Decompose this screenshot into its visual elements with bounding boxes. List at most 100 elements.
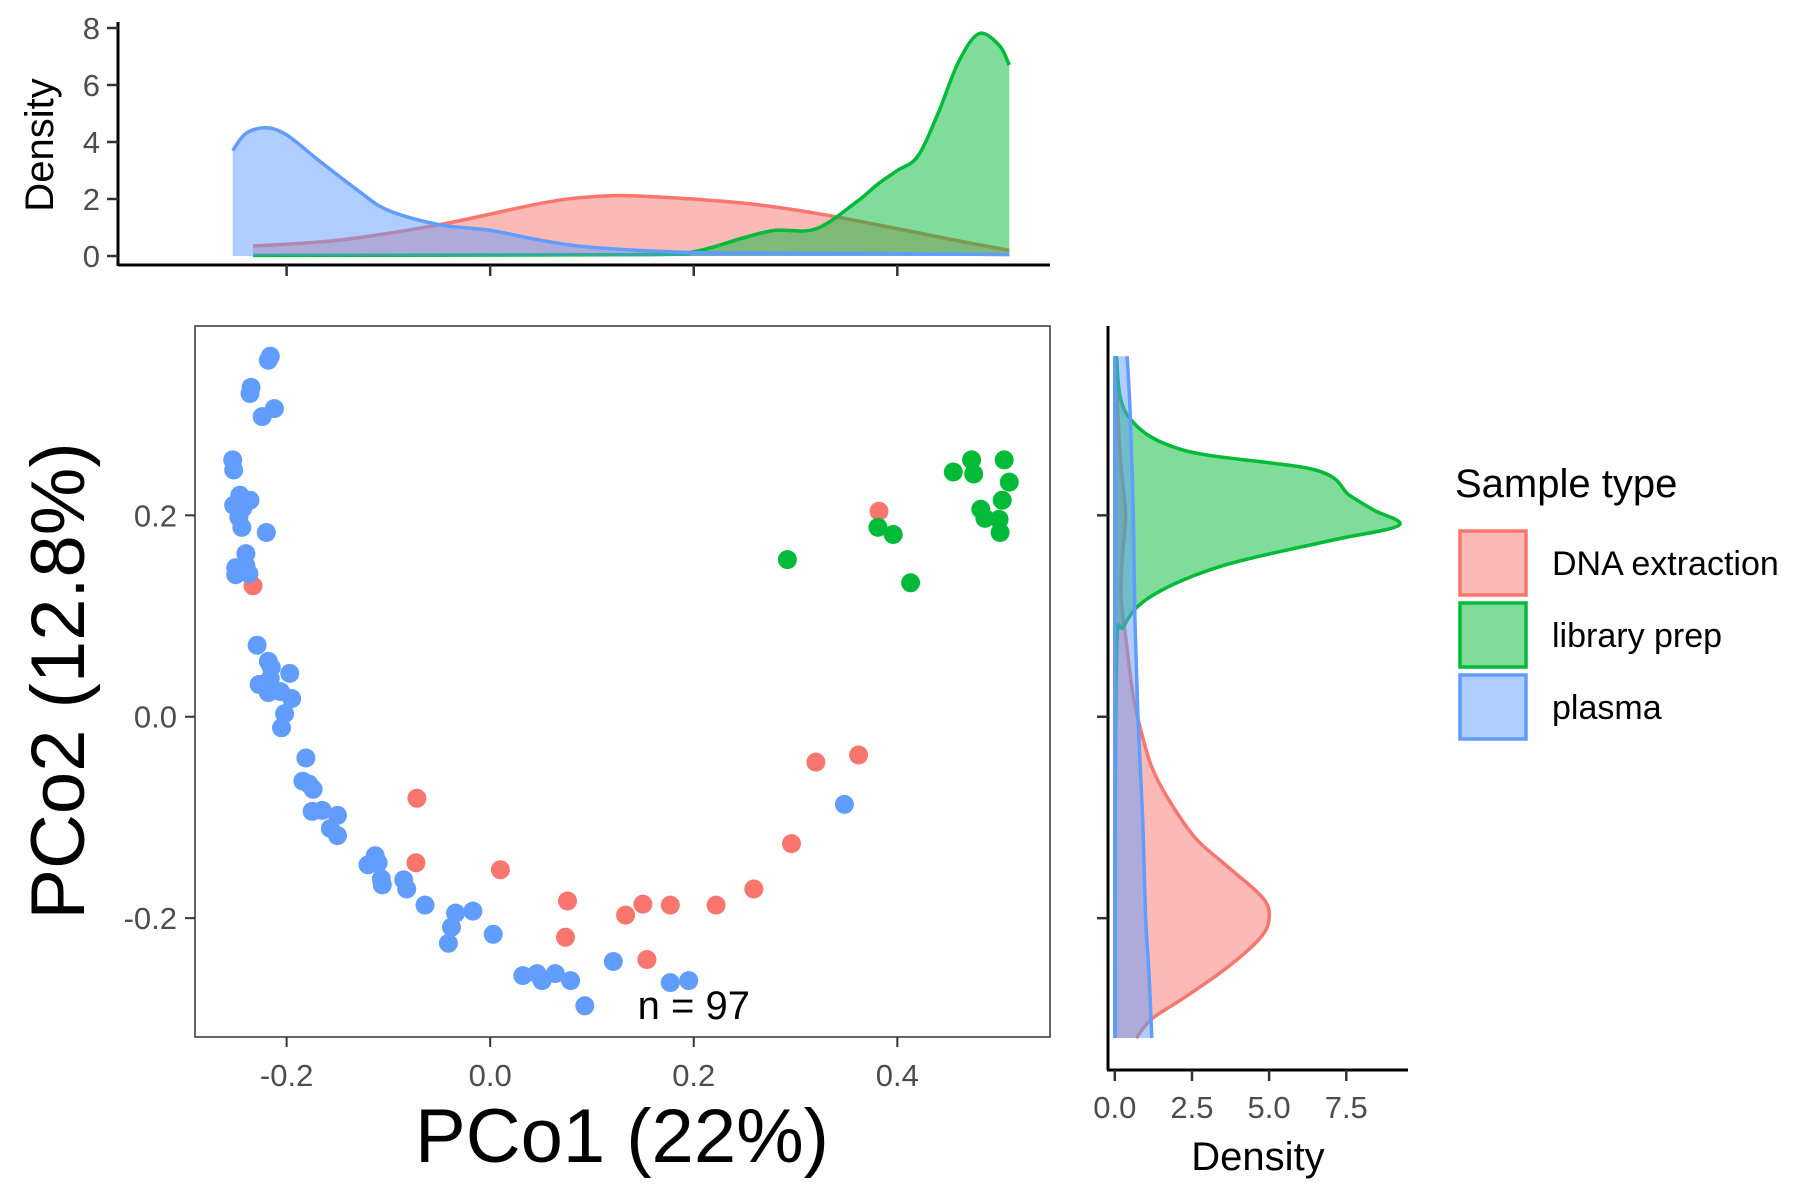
scatter-x-title: PCo1 (22%) <box>415 1094 829 1179</box>
point-plasma-56 <box>545 964 565 984</box>
right-density-x-tick-label: 0.0 <box>1093 1090 1136 1125</box>
right-density-panel: 0.0 2.5 5.0 7.5 Density <box>1093 326 1408 1179</box>
point-plasma-51 <box>438 933 458 953</box>
top-density-y-tick-label: 8 <box>83 11 100 46</box>
point-dna-extraction-4 <box>558 891 577 911</box>
sample-count-annotation: n = 97 <box>638 984 750 1028</box>
right-density-x-tick-label: 5.0 <box>1248 1090 1291 1125</box>
right-density-y-ticks <box>1097 514 1108 920</box>
point-plasma-28 <box>282 689 302 709</box>
point-plasma-58 <box>575 996 595 1016</box>
legend-title: Sample type <box>1455 462 1677 506</box>
point-plasma-42 <box>368 853 388 873</box>
point-library-prep-13 <box>999 472 1019 492</box>
legend-key-dna-extraction <box>1458 529 1528 597</box>
top-density-y-ticks: 0 2 4 6 8 <box>83 11 118 274</box>
point-library-prep-11 <box>992 490 1012 510</box>
point-plasma-53 <box>513 966 533 986</box>
right-density-x-tick-label: 2.5 <box>1170 1090 1213 1125</box>
point-library-prep-4 <box>943 462 963 482</box>
point-plasma-44 <box>372 875 392 895</box>
point-plasma-5 <box>252 407 272 427</box>
scatter-x-tick-label: 0.2 <box>672 1058 715 1093</box>
point-plasma-57 <box>561 971 581 991</box>
point-library-prep-8 <box>975 508 995 528</box>
point-plasma-46 <box>397 879 417 899</box>
point-library-prep-5 <box>962 450 982 470</box>
point-plasma-52 <box>483 924 503 944</box>
point-library-prep-10 <box>990 523 1010 542</box>
right-density-line-plasma <box>1113 356 1154 1039</box>
point-plasma-20 <box>247 635 267 655</box>
point-dna-extraction-1 <box>407 788 427 808</box>
legend-items: DNA extraction library prep plasma <box>1458 529 1779 741</box>
point-plasma-3 <box>240 384 260 403</box>
point-plasma-36 <box>312 800 332 820</box>
right-density-area-dna-extraction <box>1114 356 1270 1038</box>
point-plasma-47 <box>415 895 435 915</box>
point-dna-extraction-7 <box>633 894 653 914</box>
legend-label-dna-extraction: DNA extraction <box>1552 545 1779 583</box>
point-dna-extraction-15 <box>869 501 889 521</box>
legend-key-plasma <box>1458 673 1528 741</box>
right-density-x-ticks: 0.0 2.5 5.0 7.5 <box>1093 1070 1368 1125</box>
scatter-x-tick-label: -0.2 <box>260 1058 313 1093</box>
point-plasma-1 <box>258 350 278 370</box>
scatter-y-tick-label: 0.0 <box>134 700 177 735</box>
top-density-x-ticks <box>285 265 899 276</box>
point-plasma-61 <box>679 971 699 991</box>
point-plasma-31 <box>296 748 316 768</box>
point-plasma-39 <box>328 826 347 846</box>
legend: Sample type DNA extraction library prep pl… <box>1455 462 1779 741</box>
point-dna-extraction-6 <box>616 905 636 925</box>
point-dna-extraction-12 <box>782 834 801 854</box>
top-density-area-plasma <box>232 127 1010 257</box>
point-plasma-13 <box>232 517 252 537</box>
top-density-area-library-prep <box>253 33 1010 257</box>
scatter-y-ticks: -0.2 0.0 0.2 <box>124 498 195 936</box>
top-density-y-tick-label: 4 <box>83 125 100 160</box>
top-density-y-tick-label: 0 <box>83 239 100 274</box>
scatter-x-tick-label: 0.0 <box>469 1058 512 1093</box>
point-plasma-7 <box>224 460 244 480</box>
scatter-panel: n = 97 -0.2 0.0 0.2 0.4 -0.2 0.0 0.2 PCo1 (22… <box>16 325 1051 1179</box>
top-density-y-tick-label: 2 <box>83 182 100 217</box>
top-density-curves <box>231 31 1011 258</box>
right-density-area-library-prep <box>1114 356 1401 1038</box>
point-plasma-49 <box>463 901 483 921</box>
point-plasma-19 <box>239 564 259 584</box>
point-dna-extraction-2 <box>406 853 426 873</box>
point-plasma-23 <box>280 663 300 683</box>
point-dna-extraction-10 <box>706 895 726 915</box>
point-plasma-34 <box>303 779 323 799</box>
point-library-prep-2 <box>883 525 903 544</box>
legend-label-library-prep: library prep <box>1552 617 1722 655</box>
point-plasma-59 <box>603 952 623 971</box>
point-plasma-14 <box>256 523 276 542</box>
legend-key-library-prep <box>1458 601 1528 669</box>
point-dna-extraction-13 <box>806 752 826 772</box>
point-dna-extraction-9 <box>660 895 680 915</box>
point-dna-extraction-8 <box>637 950 657 969</box>
top-density-panel: 0 2 4 6 8 Density <box>18 11 1050 276</box>
point-plasma-50 <box>442 917 461 937</box>
scatter-x-ticks: -0.2 0.0 0.2 0.4 <box>260 1037 919 1093</box>
scatter-x-tick-label: 0.4 <box>876 1058 919 1093</box>
point-plasma-30 <box>272 718 291 738</box>
scatter-points <box>223 346 1019 1016</box>
point-dna-extraction-11 <box>744 879 764 899</box>
point-library-prep-1 <box>868 517 888 537</box>
top-density-line-plasma <box>231 126 1010 257</box>
point-dna-extraction-5 <box>556 927 575 947</box>
point-plasma-62 <box>834 794 854 814</box>
right-density-x-tick-label: 7.5 <box>1325 1090 1368 1125</box>
point-dna-extraction-3 <box>490 860 510 880</box>
scatter-y-tick-label: -0.2 <box>124 901 177 936</box>
scatter-panel-border <box>194 325 1051 1038</box>
right-density-curves <box>1113 355 1402 1040</box>
top-density-y-tick-label: 6 <box>83 68 100 103</box>
point-library-prep-3 <box>901 573 921 593</box>
point-dna-extraction-14 <box>849 745 869 765</box>
point-library-prep-6 <box>964 464 984 484</box>
